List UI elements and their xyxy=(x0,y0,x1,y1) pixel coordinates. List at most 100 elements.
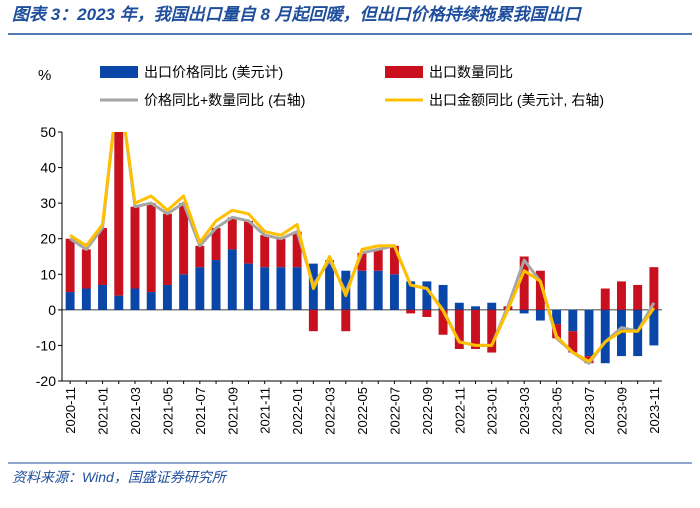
x-tick-label: 2022-05 xyxy=(355,387,370,435)
x-tick-label: 2023-07 xyxy=(582,387,597,435)
bar xyxy=(260,235,270,268)
x-tick-label: 2022-11 xyxy=(452,387,467,434)
x-tick-label: 2023-11 xyxy=(647,387,662,434)
bar xyxy=(406,309,416,314)
bar xyxy=(292,231,302,268)
bar xyxy=(81,288,91,310)
bar xyxy=(535,309,545,321)
bar xyxy=(357,252,367,271)
bar xyxy=(130,288,140,310)
bar xyxy=(633,284,643,310)
bar xyxy=(600,309,610,364)
bar xyxy=(81,249,91,289)
bar xyxy=(389,274,399,310)
bar xyxy=(422,309,432,317)
bar xyxy=(65,292,75,310)
line xyxy=(69,132,656,365)
bar xyxy=(114,295,124,310)
bar xyxy=(114,132,124,296)
x-tick-label: 2022-01 xyxy=(290,387,305,435)
bar xyxy=(195,245,205,268)
legend-label: 出口数量同比 xyxy=(429,64,513,80)
bar xyxy=(373,249,383,271)
x-tick-label: 2023-05 xyxy=(550,387,565,435)
bar xyxy=(471,306,480,310)
y-tick-label: 40 xyxy=(40,160,56,176)
bar xyxy=(487,309,497,353)
legend-swatch xyxy=(385,66,423,78)
bar xyxy=(649,267,659,310)
bar xyxy=(130,206,140,289)
bar xyxy=(406,281,416,310)
bar xyxy=(244,263,253,310)
bar xyxy=(98,228,107,285)
bar xyxy=(227,217,237,250)
x-tick-label: 2021-03 xyxy=(128,387,143,435)
x-tick-label: 2023-01 xyxy=(485,387,500,435)
bar xyxy=(389,245,399,275)
y-tick-label: 20 xyxy=(40,231,56,247)
x-tick-label: 2021-11 xyxy=(258,387,273,434)
bar xyxy=(568,331,578,353)
x-tick-label: 2021-09 xyxy=(225,387,240,435)
bar xyxy=(276,267,286,310)
line xyxy=(69,132,656,363)
bar xyxy=(260,267,270,310)
y-tick-label: 10 xyxy=(40,266,56,282)
x-tick-label: 2022-09 xyxy=(420,387,435,435)
bar xyxy=(568,309,578,332)
x-tick-label: 2022-03 xyxy=(323,387,338,435)
x-tick-label: 2021-05 xyxy=(160,387,175,435)
bar xyxy=(422,281,432,310)
bar xyxy=(454,302,464,310)
source: 资料来源：Wind，国盛证券研究所 xyxy=(12,469,228,485)
bar xyxy=(617,281,626,310)
x-tick-label: 2023-03 xyxy=(517,387,532,435)
bar xyxy=(519,256,529,310)
bar xyxy=(227,249,237,310)
bar xyxy=(633,309,643,357)
y-tick-label: 0 xyxy=(48,302,56,318)
bar xyxy=(471,309,480,349)
bar xyxy=(162,213,172,285)
x-tick-label: 2022-07 xyxy=(387,387,402,435)
bar xyxy=(179,274,189,310)
bar xyxy=(65,238,75,293)
y-axis-label: % xyxy=(38,67,51,84)
bar xyxy=(584,309,594,357)
bar xyxy=(211,228,221,261)
x-tick-label: 2023-09 xyxy=(614,387,629,435)
bar xyxy=(487,302,497,310)
x-tick-label: 2021-01 xyxy=(96,387,111,435)
x-tick-label: 2020-11 xyxy=(63,387,78,434)
bar xyxy=(162,284,172,310)
bar xyxy=(146,292,156,310)
bar xyxy=(195,267,205,310)
legend-swatch xyxy=(100,66,138,78)
bar xyxy=(276,238,286,268)
bar xyxy=(438,309,448,335)
bar xyxy=(308,309,318,332)
bar xyxy=(519,309,529,314)
bar xyxy=(325,263,335,310)
bar xyxy=(552,309,562,325)
bar xyxy=(244,220,253,264)
legend-label: 出口价格同比 (美元计) xyxy=(144,64,283,80)
bar xyxy=(292,267,302,310)
y-tick-label: -20 xyxy=(36,373,56,389)
bar xyxy=(454,309,464,349)
bar xyxy=(649,309,659,346)
y-tick-label: 50 xyxy=(40,124,56,140)
bar xyxy=(600,288,610,310)
bar xyxy=(357,270,367,310)
chart-title: 图表 3：2023 年，我国出口量自 8 月起回暖，但出口价格持续拖累我国出口 xyxy=(12,5,583,24)
legend-label: 价格同比+数量同比 (右轴) xyxy=(144,92,305,108)
bar xyxy=(535,270,545,310)
bar xyxy=(179,203,189,275)
y-tick-label: -10 xyxy=(36,337,56,353)
legend-label: 出口金额同比 (美元计, 右轴) xyxy=(429,92,604,108)
plot xyxy=(65,132,659,365)
x-tick-label: 2021-07 xyxy=(193,387,208,435)
